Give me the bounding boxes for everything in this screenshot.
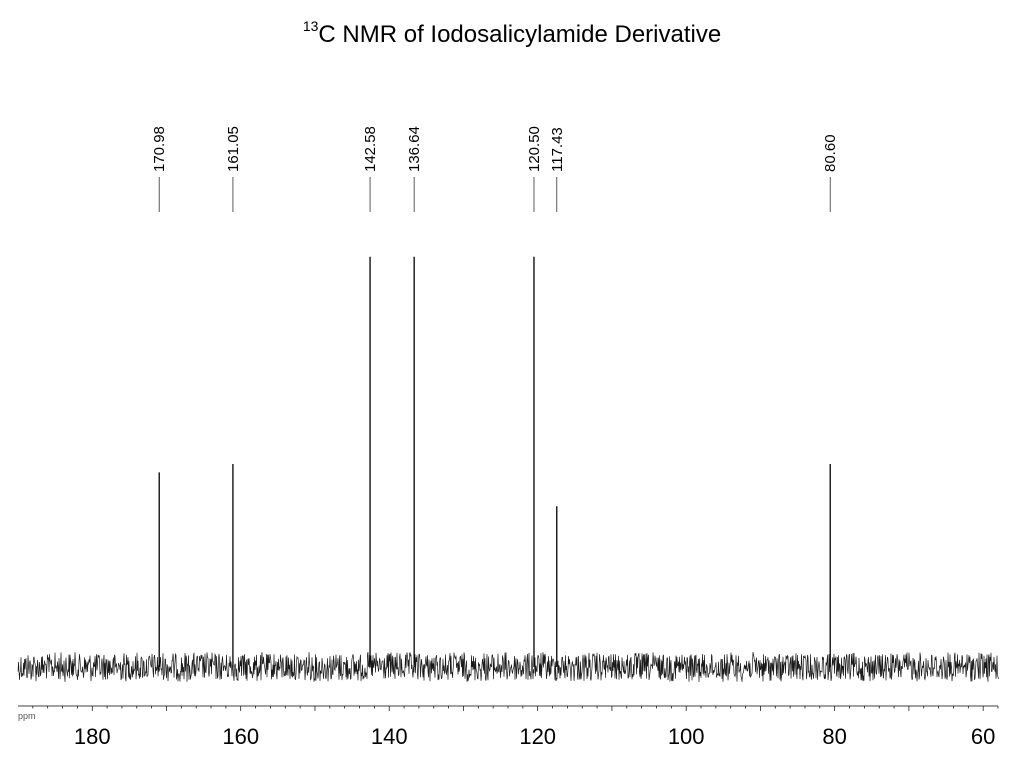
peak-label-1: 161.05 [225, 126, 242, 172]
peak-label-0: 170.98 [151, 126, 168, 172]
title-text: C NMR of Iodosalicylamide Derivative [318, 21, 722, 48]
x-axis-unit: ppm [18, 711, 36, 721]
peak-label-5: 117.43 [549, 127, 566, 172]
x-tick-label: 180 [74, 724, 111, 749]
x-tick-label: 60 [971, 724, 995, 749]
peak-label-3: 136.64 [406, 126, 423, 172]
x-tick-label: 120 [519, 724, 556, 749]
chart-title: 13C NMR of Iodosalicylamide Derivative [0, 18, 1024, 49]
baseline-noise [17, 652, 999, 683]
x-tick-label: 160 [222, 724, 259, 749]
peak-label-2: 142.58 [362, 126, 379, 172]
x-axis: ppm 180 160 140 120 100 80 60 [18, 705, 999, 749]
baseline-noise-trace [17, 652, 999, 683]
peak-labels: 170.98 161.05 142.58 136.64 120.50 117.43 80.6… [151, 126, 839, 212]
x-tick-label: 100 [668, 724, 705, 749]
title-superscript: 13 [302, 18, 319, 34]
peaks [158, 256, 831, 667]
peak-label-6: 80.60 [822, 134, 839, 172]
peak-label-4: 120.50 [526, 126, 543, 172]
x-tick-label: 80 [822, 724, 846, 749]
x-tick-label: 140 [371, 724, 408, 749]
